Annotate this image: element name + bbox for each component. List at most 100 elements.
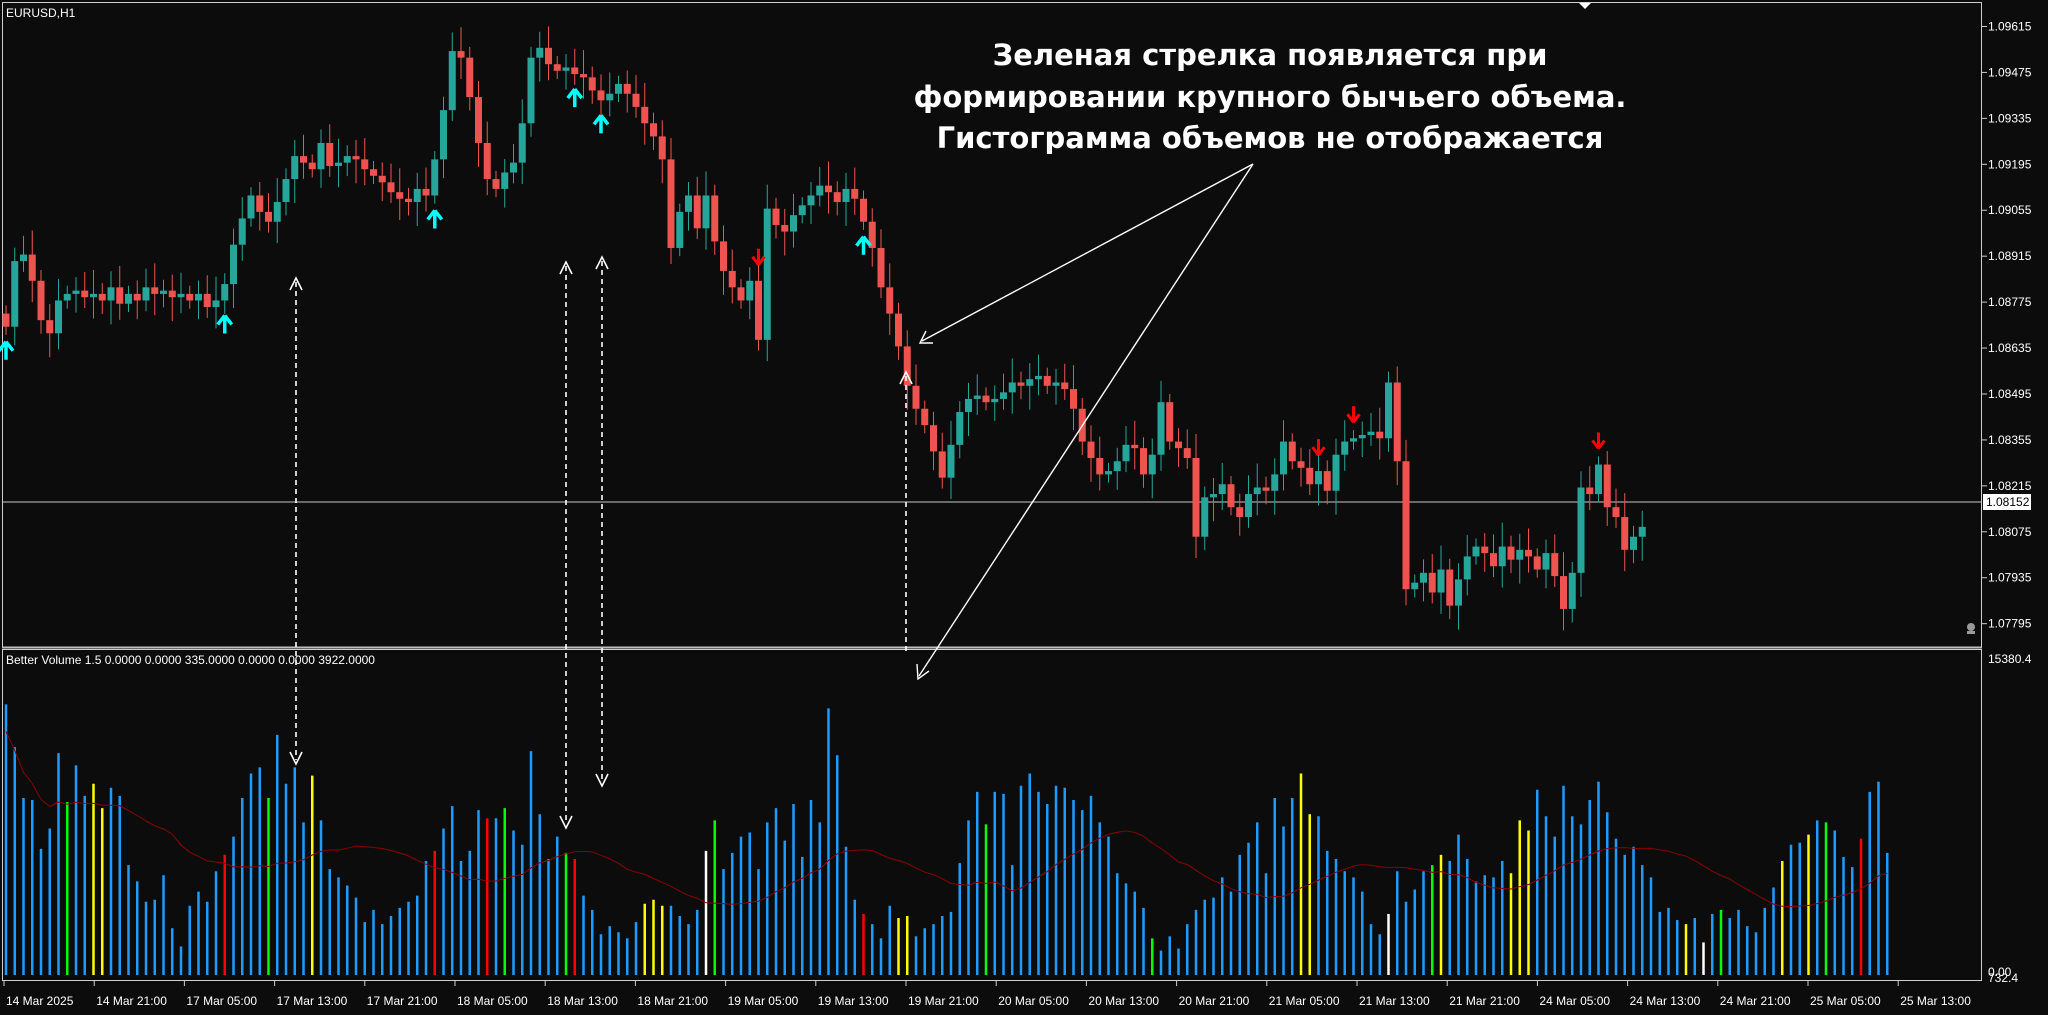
- candle-body: [930, 425, 937, 452]
- candle-body: [483, 142, 491, 180]
- price-tick-label: 1.08495: [1988, 387, 2032, 401]
- candle-body: [527, 57, 535, 124]
- candle-body: [947, 444, 955, 478]
- candle-body: [553, 64, 561, 71]
- candle-body: [1525, 549, 1532, 557]
- candle-body: [1026, 379, 1034, 386]
- candle-body: [387, 182, 395, 193]
- candle-body: [256, 195, 264, 212]
- candle-body: [1393, 382, 1401, 462]
- chart-shift-marker[interactable]: [1579, 3, 1591, 9]
- candle-body: [405, 198, 412, 203]
- candle-body: [203, 293, 211, 308]
- candle-body: [860, 198, 867, 222]
- candle-body: [72, 290, 80, 294]
- candle-body: [300, 156, 307, 163]
- candle-body: [1052, 382, 1060, 386]
- candle-body: [1315, 471, 1322, 485]
- candle-body: [1192, 457, 1200, 537]
- candle-body: [2, 313, 10, 327]
- candle-body: [1183, 448, 1191, 458]
- candle-body: [133, 293, 141, 301]
- candle-body: [1507, 546, 1515, 560]
- time-tick-label: 25 Mar 13:00: [1900, 994, 1971, 1008]
- candle-body: [1008, 382, 1016, 393]
- link-arrow-1-head-top: [289, 276, 303, 291]
- signal-arrows-layer: [0, 87, 1606, 456]
- candle-body: [37, 280, 45, 321]
- candle-body: [623, 83, 631, 94]
- candle-body: [352, 156, 360, 160]
- sell-signal-arrow: [1346, 406, 1361, 424]
- time-tick-label: 19 Mar 13:00: [818, 994, 889, 1008]
- candle-body: [693, 195, 701, 229]
- candle-body: [982, 395, 990, 403]
- volume-bars-layer: [4, 704, 1889, 975]
- candle-body: [265, 211, 272, 222]
- price-axis: 1.09615 1.09475 1.09335 1.09195 1.09055 1.089…: [1982, 19, 2032, 631]
- candle-body: [221, 284, 229, 301]
- candle-body: [81, 290, 89, 298]
- candle-body: [746, 280, 754, 301]
- price-tick-label: 1.07795: [1988, 617, 2032, 631]
- candle-body: [781, 225, 789, 232]
- candle-body: [886, 287, 894, 314]
- candle-body: [46, 320, 54, 334]
- candle-body: [1227, 484, 1235, 508]
- candle-body: [1376, 431, 1384, 439]
- candle-body: [125, 293, 132, 304]
- candle-body: [790, 215, 797, 232]
- candle-body: [1218, 484, 1226, 495]
- candle-body: [842, 188, 850, 203]
- price-tick-label: 1.09195: [1988, 157, 2032, 171]
- candle-body: [1568, 572, 1576, 609]
- candle-body: [1446, 569, 1454, 606]
- candle-body: [1533, 556, 1541, 570]
- candle-body: [230, 244, 237, 285]
- sell-signal-arrow: [1591, 432, 1606, 450]
- price-tick-label: 1.09615: [1988, 19, 2032, 33]
- volume-axis: 15380.4 732.40.00: [1988, 652, 2032, 985]
- annotation-pointers: [916, 163, 1254, 681]
- candle-body: [737, 287, 745, 301]
- candle-body: [1332, 454, 1340, 491]
- buy-signal-arrow: [855, 235, 872, 255]
- candle-body: [1061, 382, 1069, 390]
- candle-body: [1481, 546, 1489, 554]
- candle-body: [825, 185, 832, 193]
- time-tick-label: 17 Mar 21:00: [367, 994, 438, 1008]
- candle-body: [55, 300, 62, 334]
- candle-body: [632, 93, 640, 107]
- volume-average-line: [5, 731, 1888, 908]
- candle-body: [580, 74, 587, 78]
- buy-signal-arrow: [566, 87, 584, 108]
- candle-body: [1210, 494, 1217, 498]
- candle-body: [396, 192, 404, 199]
- candle-body: [1551, 553, 1559, 577]
- candle-body: [440, 110, 447, 160]
- candle-body: [1070, 389, 1077, 409]
- candle-body: [212, 300, 220, 308]
- candle-body: [676, 211, 684, 248]
- candle-body: [466, 57, 474, 98]
- price-tick-label: 1.08215: [1988, 479, 2032, 493]
- candle-body: [518, 123, 526, 163]
- candle-body: [1586, 487, 1594, 495]
- candle-body: [1385, 382, 1392, 439]
- price-tick-label: 1.08075: [1988, 525, 2032, 539]
- candle-body: [903, 346, 911, 386]
- time-tick-label: 20 Mar 13:00: [1088, 994, 1159, 1008]
- candle-body: [510, 162, 517, 173]
- candle-body: [1420, 572, 1427, 583]
- candle-body: [422, 188, 430, 196]
- expert-status-icon: [1967, 623, 1975, 634]
- price-tick-label: 1.09335: [1988, 111, 2032, 125]
- candle-body: [833, 192, 841, 203]
- time-tick-label: 14 Mar 2025: [6, 994, 74, 1008]
- candle-body: [1323, 471, 1331, 491]
- candle-body: [1288, 441, 1296, 462]
- pointer-to-arrow: [921, 163, 1254, 342]
- link-arrow-3-head-bottom: [595, 773, 609, 788]
- candle-body: [1000, 392, 1007, 399]
